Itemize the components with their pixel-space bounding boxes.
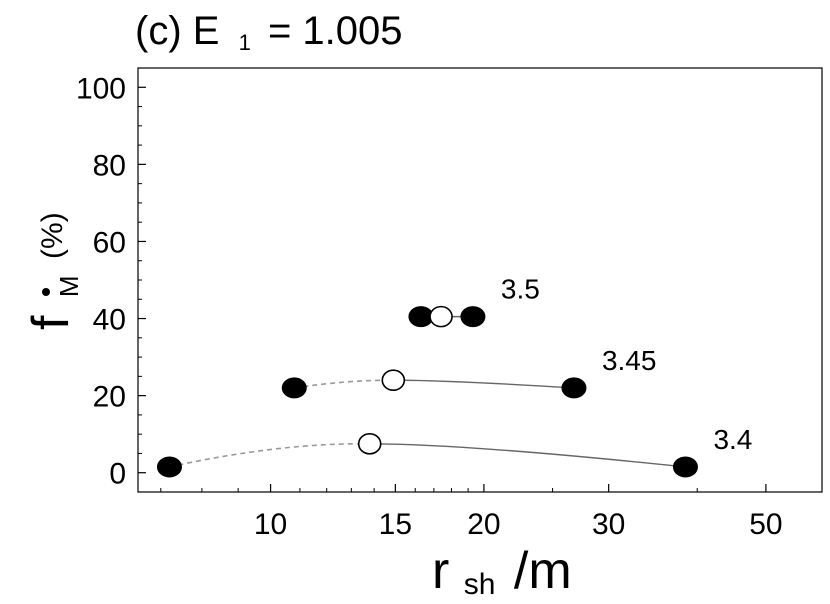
x-axis-ticks: 10 15 20 30 50 <box>160 484 823 541</box>
series-label: 3.45 <box>602 345 657 376</box>
x-tick-label: 30 <box>592 508 625 541</box>
y-label-main: f <box>22 315 80 330</box>
dashed-curve <box>169 442 370 468</box>
y-axis-ticks: 0 20 40 60 80 100 <box>76 72 146 491</box>
series-labels: 3.4 3.45 3.5 <box>501 274 752 455</box>
y-tick-label: 40 <box>93 304 126 337</box>
filled-point <box>672 456 698 478</box>
x-axis-label: r sh /m <box>432 542 572 604</box>
x-label-subscript: sh <box>464 568 496 601</box>
y-tick-label: 80 <box>93 149 126 182</box>
svg-text:f M (%): f M (%) <box>22 212 90 330</box>
solid-curve <box>393 379 575 389</box>
filled-point <box>156 456 182 478</box>
open-point <box>381 369 406 392</box>
x-tick-label: 50 <box>749 508 782 541</box>
y-tick-label: 60 <box>93 226 126 259</box>
open-point <box>429 305 453 328</box>
filled-point <box>281 377 307 399</box>
title-subscript: 1 <box>239 30 251 55</box>
series-label: 3.5 <box>501 274 540 305</box>
y-label-suffix: (%) <box>36 212 69 259</box>
y-tick-label: 0 <box>109 458 126 491</box>
filled-point <box>460 306 486 328</box>
y-label-dot <box>42 288 50 296</box>
series-curves <box>169 315 686 468</box>
title-value: = 1.005 <box>268 9 403 53</box>
y-axis-label: f M (%) <box>22 212 90 330</box>
y-label-subscript: M <box>54 275 84 297</box>
chart-title: (c) E 1 = 1.005 <box>135 9 403 59</box>
dashed-curve <box>294 379 394 389</box>
y-tick-label: 20 <box>93 381 126 414</box>
x-label-suffix: /m <box>514 542 572 600</box>
x-tick-label: 15 <box>379 508 412 541</box>
y-tick-label: 100 <box>76 72 126 105</box>
solid-curve <box>369 443 686 468</box>
series-label: 3.4 <box>713 424 752 455</box>
x-tick-label: 10 <box>254 508 287 541</box>
title-main: (c) E <box>135 9 219 53</box>
open-point <box>357 433 382 455</box>
x-label-main: r <box>432 542 449 600</box>
data-points <box>156 305 698 478</box>
x-tick-label: 20 <box>467 508 500 541</box>
filled-point <box>561 377 587 399</box>
